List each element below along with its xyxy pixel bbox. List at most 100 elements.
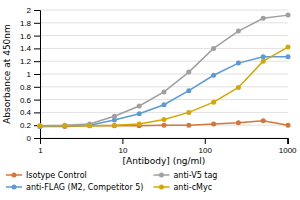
series-point	[186, 70, 191, 75]
x-tick: 1	[38, 138, 43, 155]
x-tick-mark	[287, 138, 288, 144]
legend-label: Isotype Control	[26, 171, 87, 180]
y-tick-mark	[34, 100, 40, 101]
x-tick-label: 1000	[279, 146, 297, 155]
series-point	[162, 117, 167, 122]
y-tick-mark	[34, 23, 40, 24]
series-point	[162, 89, 167, 94]
y-tick-mark	[34, 74, 40, 75]
series-point	[137, 104, 142, 109]
series-point	[211, 100, 216, 105]
series-point	[186, 88, 191, 93]
x-tick: 1000	[279, 138, 297, 155]
series-point	[211, 46, 216, 51]
series-point	[112, 123, 117, 128]
y-tick-mark	[34, 138, 40, 139]
series-point	[186, 123, 191, 128]
y-tick-label: 0.6	[20, 96, 32, 105]
legend-item: anti-FLAG (M2, Competitor 5)	[6, 183, 143, 192]
y-axis-title: Absorbance at 450nm	[2, 24, 12, 124]
y-tick: 0.6	[20, 96, 40, 105]
x-tick-mark	[205, 138, 206, 144]
legend-marker	[12, 185, 17, 190]
y-tick-label: 1	[27, 70, 32, 79]
y-tick: 2	[27, 6, 40, 15]
y-tick: 0.8	[20, 83, 40, 92]
series-point	[236, 61, 241, 66]
x-tick-label: 10	[118, 146, 127, 155]
y-tick-label: 1.2	[20, 57, 32, 66]
series-point	[87, 123, 92, 128]
legend: Isotype Control anti-FLAG (M2, Competitor…	[6, 171, 217, 192]
y-tick: 1.8	[20, 19, 40, 28]
series-point	[87, 123, 92, 128]
series-point	[261, 118, 266, 123]
y-tick-mark	[34, 112, 40, 113]
y-tick: 1.4	[20, 44, 40, 53]
series-line	[40, 57, 288, 127]
series-line	[40, 47, 288, 126]
series-point	[38, 123, 43, 128]
series-point	[286, 45, 291, 50]
y-tick: 1.2	[20, 57, 40, 66]
series-point	[62, 123, 67, 128]
legend-marker	[159, 185, 164, 190]
series-point	[186, 110, 191, 115]
series-point	[38, 124, 43, 129]
y-axis: 0 0.2 0.4 0.6 0.8 1 1.2 1.4 1.6 1.8 2	[20, 6, 41, 143]
y-tick-mark	[34, 61, 40, 62]
y-tick: 0.2	[20, 121, 40, 130]
series-point	[286, 54, 291, 59]
legend-marker	[159, 173, 164, 178]
series-point	[38, 123, 43, 128]
series-point	[261, 59, 266, 64]
series-point	[236, 29, 241, 34]
series-line	[40, 15, 288, 126]
y-tick-label: 1.4	[20, 44, 32, 53]
series-point	[137, 111, 142, 116]
grid	[40, 10, 288, 138]
grid-line	[40, 35, 288, 36]
legend-label: anti-FLAG (M2, Competitor 5)	[26, 183, 143, 192]
series-point	[236, 120, 241, 125]
chart: 1 10 100 1000 0 0.2 0.4 0.6 0.8 1 1.2 1.4 1.6 1.8 2 [An…	[0, 0, 300, 200]
series-point	[62, 123, 67, 128]
grid-line	[40, 112, 288, 113]
x-tick: 10	[118, 138, 127, 155]
series-point	[112, 123, 117, 128]
y-tick-label: 0.2	[20, 121, 32, 130]
y-tick: 1.6	[20, 32, 40, 41]
y-tick-label: 2	[27, 6, 32, 15]
y-tick: 0	[27, 134, 40, 143]
series-point	[112, 114, 117, 119]
y-tick: 1	[27, 70, 40, 79]
series-group	[38, 13, 291, 129]
series-point	[261, 16, 266, 21]
grid-line	[40, 10, 288, 11]
grid-line	[40, 48, 288, 49]
x-tick-label: 100	[199, 146, 213, 155]
series-point	[137, 121, 142, 126]
legend-label: anti-V5 tag	[173, 171, 217, 180]
series-point	[162, 123, 167, 128]
y-tick-label: 0.4	[20, 108, 32, 117]
series-point	[162, 102, 167, 107]
y-tick-mark	[34, 87, 40, 88]
grid-line	[40, 22, 288, 23]
y-tick-label: 1.8	[20, 19, 32, 28]
series-point	[211, 121, 216, 126]
y-tick-label: 1.6	[20, 32, 32, 41]
y-tick-mark	[34, 10, 40, 11]
x-axis-line	[41, 139, 289, 145]
series-point	[236, 85, 241, 90]
y-tick-label: 0	[27, 134, 32, 143]
legend-item: Isotype Control	[6, 171, 87, 180]
x-axis-title: [Antibody] (ng/ml)	[123, 156, 206, 166]
y-tick: 0.4	[20, 108, 40, 117]
series-point	[286, 13, 291, 18]
y-tick-label: 0.8	[20, 83, 32, 92]
x-tick-label: 1	[38, 146, 43, 155]
series-point	[261, 54, 266, 59]
series-point	[38, 124, 43, 129]
x-tick-mark	[122, 138, 123, 144]
